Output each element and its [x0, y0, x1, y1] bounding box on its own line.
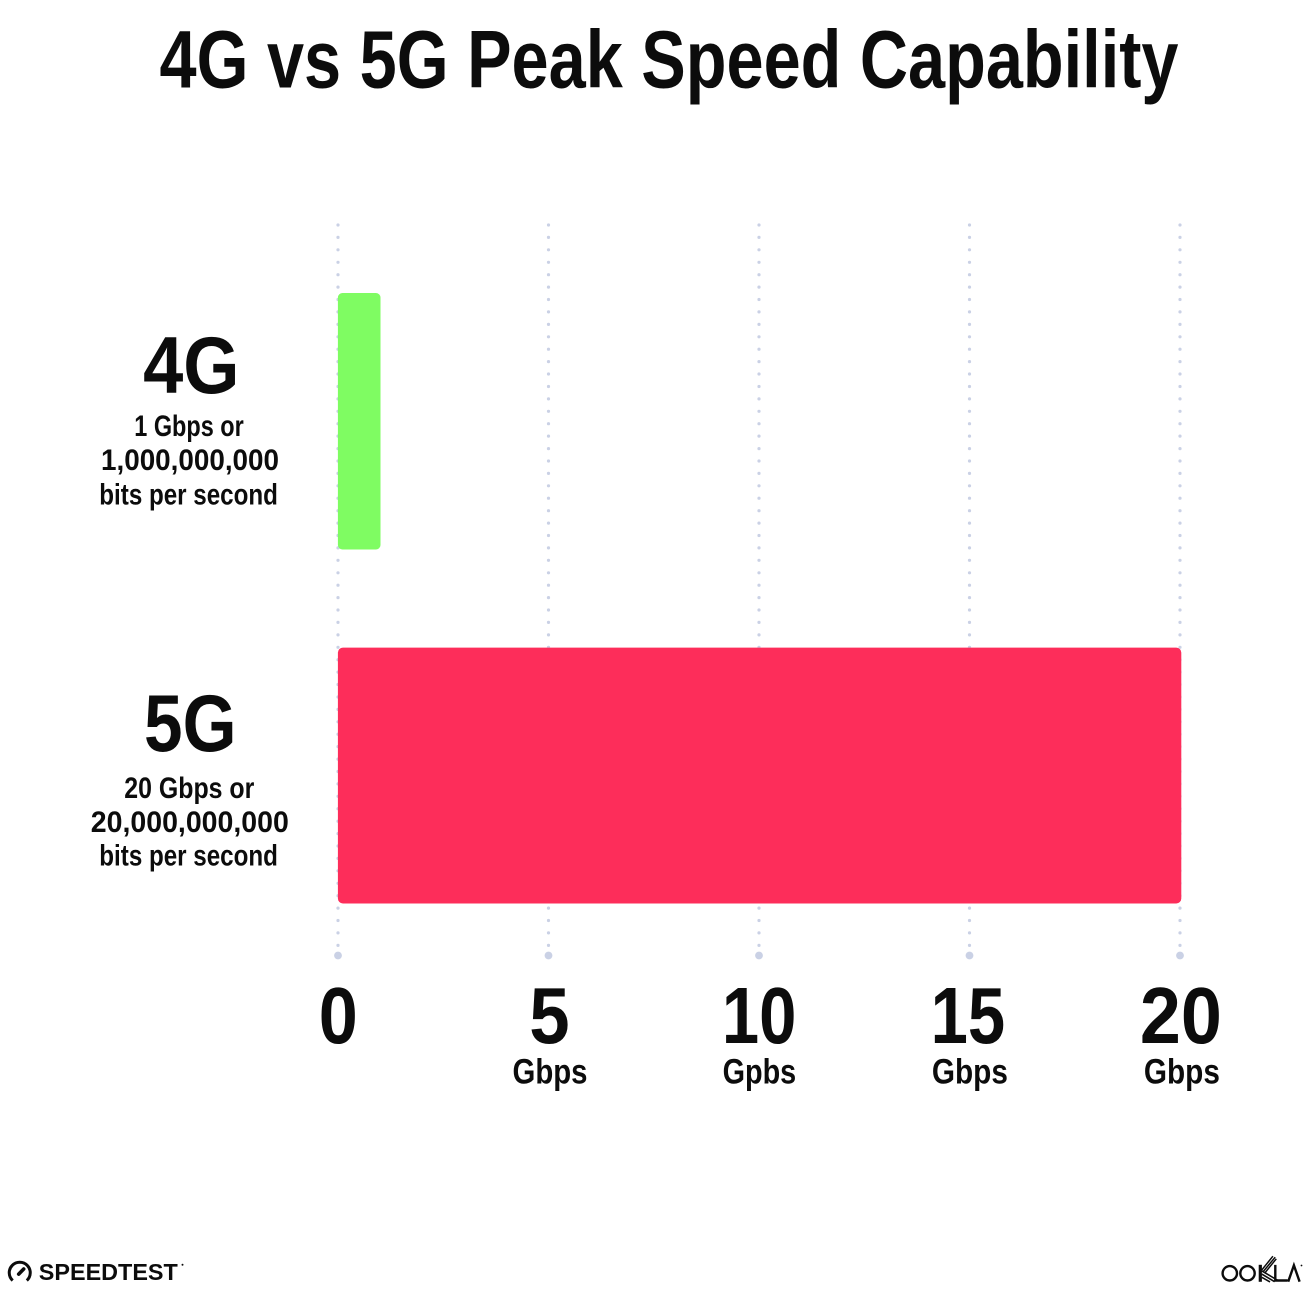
svg-text:Gbps: Gbps	[932, 1052, 1008, 1092]
svg-text:SPEEDTEST: SPEEDTEST	[39, 1259, 178, 1285]
svg-text:10: 10	[722, 971, 797, 1060]
svg-text:20: 20	[1140, 971, 1222, 1060]
svg-text:bits per second: bits per second	[99, 840, 278, 873]
svg-text:1,000,000,000: 1,000,000,000	[101, 444, 279, 477]
svg-text:5G: 5G	[144, 679, 237, 769]
svg-text:Gbps: Gbps	[513, 1052, 588, 1092]
svg-text:bits per second: bits per second	[99, 478, 278, 511]
svg-text:Gbps: Gbps	[1144, 1052, 1220, 1092]
svg-text:1 Gbps or: 1 Gbps or	[134, 410, 244, 443]
svg-text:4G: 4G	[143, 321, 239, 411]
svg-text:0: 0	[319, 971, 358, 1060]
svg-text:20,000,000,000: 20,000,000,000	[91, 806, 289, 839]
svg-text:4G vs 5G Peak Speed Capability: 4G vs 5G Peak Speed Capability	[160, 14, 1179, 105]
svg-text:Gpbs: Gpbs	[723, 1052, 797, 1092]
svg-text:15: 15	[931, 971, 1006, 1060]
svg-text:20 Gbps or: 20 Gbps or	[124, 772, 254, 805]
svg-text:5: 5	[529, 971, 569, 1060]
